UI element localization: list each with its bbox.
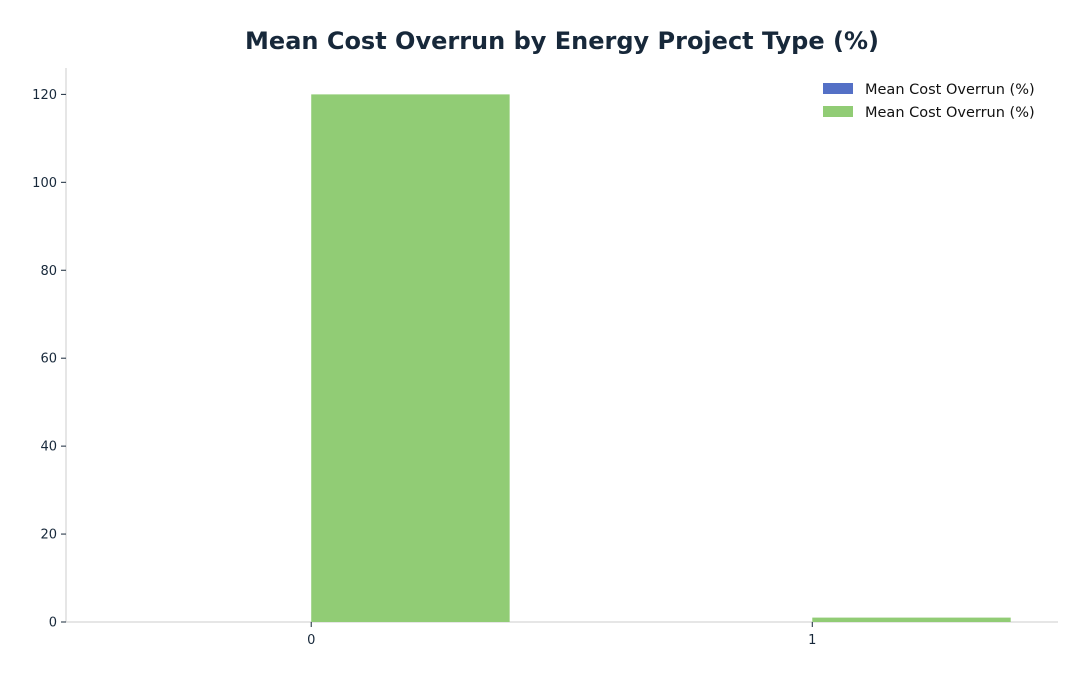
legend-swatch (823, 106, 853, 117)
y-tick-label: 100 (32, 176, 57, 191)
y-tick-label: 20 (40, 528, 57, 543)
y-tick-label: 60 (40, 352, 57, 367)
legend-label: Mean Cost Overrun (%) (865, 82, 1035, 98)
bar (812, 617, 1011, 622)
legend: Mean Cost Overrun (%) Mean Cost Overrun (… (823, 82, 1035, 121)
y-axis: 0 20 40 60 80 100 120 (32, 68, 67, 631)
x-tick-label: 1 (808, 633, 816, 648)
y-tick-label: 120 (32, 88, 57, 103)
y-tick-label: 40 (40, 440, 57, 455)
bar (311, 94, 510, 622)
legend-label: Mean Cost Overrun (%) (865, 105, 1035, 121)
chart-title: Mean Cost Overrun by Energy Project Type… (245, 27, 879, 55)
bars (311, 94, 1011, 622)
x-tick-label: 0 (307, 633, 315, 648)
y-tick-label: 80 (40, 264, 57, 279)
legend-swatch (823, 83, 853, 94)
y-tick-label: 0 (49, 616, 57, 631)
